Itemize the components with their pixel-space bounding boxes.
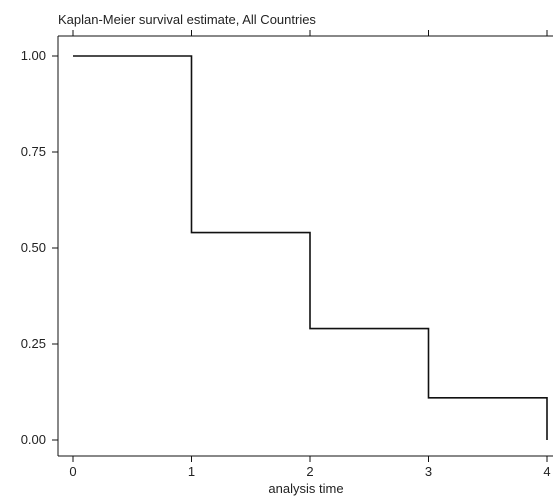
y-tick-label: 1.00 bbox=[21, 48, 46, 63]
x-tick-label: 1 bbox=[188, 464, 195, 479]
y-tick-label: 0.25 bbox=[21, 336, 46, 351]
top-axis-ticks bbox=[72, 30, 548, 36]
x-axis-ticks: 0 1 2 3 4 bbox=[69, 456, 551, 479]
y-tick-label: 0.00 bbox=[21, 432, 46, 447]
survival-step-line bbox=[73, 55, 548, 440]
y-axis-ticks: 1.00 0.75 0.50 0.25 0.00 bbox=[21, 48, 58, 447]
chart-title: Kaplan-Meier survival estimate, All Coun… bbox=[58, 12, 316, 27]
survival-curve bbox=[73, 55, 548, 440]
x-tick-label: 2 bbox=[306, 464, 313, 479]
y-tick-label: 0.75 bbox=[21, 144, 46, 159]
x-tick-label: 0 bbox=[69, 464, 76, 479]
x-tick-label: 3 bbox=[425, 464, 432, 479]
x-tick-label: 4 bbox=[543, 464, 550, 479]
y-tick-label: 0.50 bbox=[21, 240, 46, 255]
x-axis-title: analysis time bbox=[268, 481, 343, 496]
